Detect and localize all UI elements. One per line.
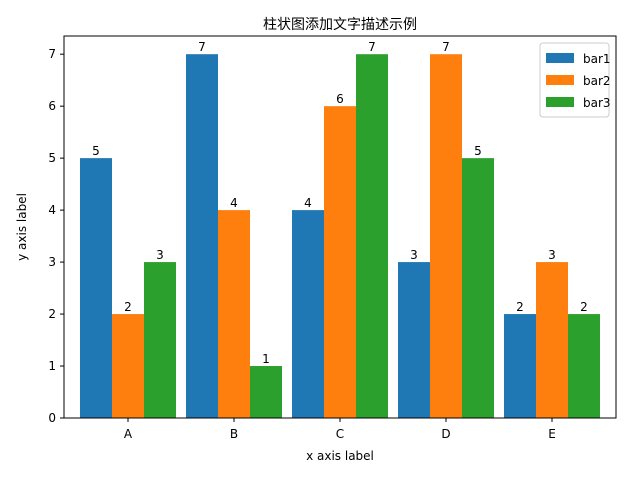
bar-value-label: 2	[580, 300, 588, 314]
y-axis-label: y axis label	[15, 193, 29, 261]
bar-bar2-E	[536, 262, 568, 418]
bar-value-label: 4	[230, 196, 238, 210]
bar-bar1-B	[186, 54, 218, 418]
bar-bar3-B	[250, 366, 282, 418]
bar-bar3-C	[356, 54, 388, 418]
bar-value-label: 2	[516, 300, 524, 314]
axes-group: 0 1 2 3 4 5 6 7 A B C D E	[48, 35, 617, 441]
bar-value-label: 3	[156, 248, 164, 262]
bar-bar1-A	[80, 158, 112, 418]
bar-value-label: 6	[336, 92, 344, 106]
bar-bar1-C	[292, 210, 324, 418]
bar-bar3-D	[462, 158, 494, 418]
bar-value-label: 1	[262, 352, 270, 366]
legend-label-bar1: bar1	[583, 52, 611, 66]
bar-value-label: 5	[474, 144, 482, 158]
legend-swatch-bar3	[546, 97, 574, 107]
legend-swatch-bar1	[546, 53, 574, 63]
y-tick-label: 2	[48, 307, 56, 321]
bar-bar3-E	[568, 314, 600, 418]
bars-group	[80, 54, 600, 418]
x-tick-label: E	[548, 427, 556, 441]
bar-bar2-C	[324, 106, 356, 418]
bar-bar3-A	[144, 262, 176, 418]
bar-value-label: 4	[304, 196, 312, 210]
x-tick-label: A	[124, 427, 133, 441]
y-tick-label: 6	[48, 99, 56, 113]
bar-value-label: 5	[92, 144, 100, 158]
bar-value-label: 7	[368, 40, 376, 54]
x-tick-label: D	[441, 427, 450, 441]
x-axis-label: x axis label	[306, 449, 374, 463]
y-tick-label: 3	[48, 255, 56, 269]
bar-value-label: 2	[124, 300, 132, 314]
legend-label-bar2: bar2	[583, 74, 611, 88]
legend: bar1 bar2 bar3	[539, 42, 611, 118]
y-tick-label: 7	[48, 47, 56, 61]
bar-bar2-D	[430, 54, 462, 418]
y-tick-label: 5	[48, 151, 56, 165]
chart-title: 柱状图添加文字描述示例	[263, 17, 417, 33]
bar-bar1-E	[504, 314, 536, 418]
bar-value-label: 3	[548, 248, 556, 262]
x-tick-label: B	[230, 427, 238, 441]
legend-swatch-bar2	[546, 75, 574, 85]
y-tick-label: 1	[48, 359, 56, 373]
bar-bar2-A	[112, 314, 144, 418]
bar-value-label: 7	[442, 40, 450, 54]
bar-bar2-B	[218, 210, 250, 418]
bar-bar1-D	[398, 262, 430, 418]
y-tick-label: 4	[48, 203, 56, 217]
bar-value-label: 7	[198, 40, 206, 54]
bar-value-label: 3	[410, 248, 418, 262]
x-tick-label: C	[336, 427, 344, 441]
y-tick-label: 0	[48, 411, 56, 425]
legend-label-bar3: bar3	[583, 96, 611, 110]
bar-labels-group: 5 7 4 3 2 2 4 6 7 3 3 1 7 5 2	[92, 40, 588, 366]
